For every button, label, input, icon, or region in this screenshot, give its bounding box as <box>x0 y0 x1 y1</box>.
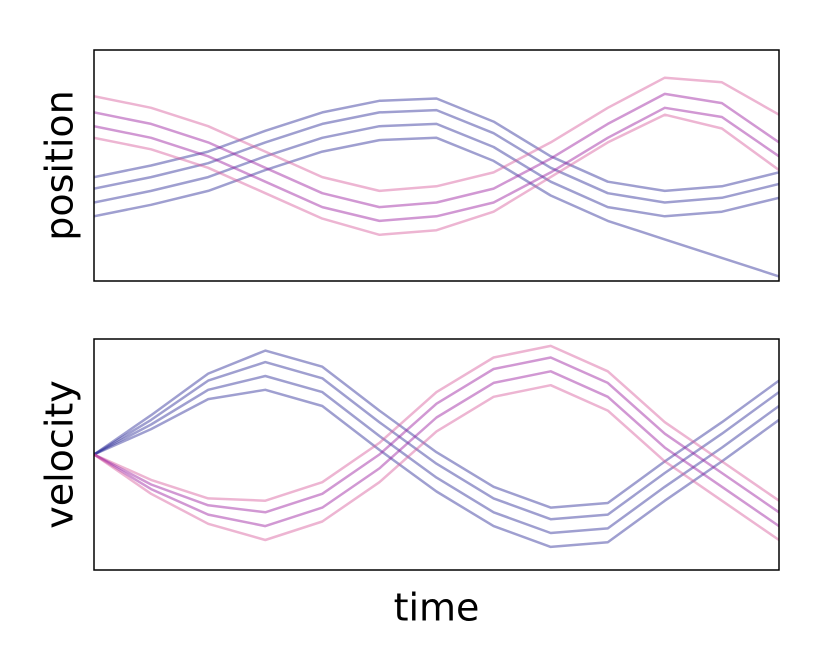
y-axis-label: position <box>38 90 82 241</box>
trace <box>94 383 779 542</box>
trace <box>94 136 779 278</box>
axes-frame <box>93 49 780 282</box>
trace <box>94 106 779 223</box>
trace <box>94 92 779 209</box>
plot-area <box>94 76 779 278</box>
trace <box>94 356 779 514</box>
trace <box>94 113 779 237</box>
trace <box>94 97 779 193</box>
x-axis-label: time <box>394 586 480 630</box>
trace <box>94 108 779 204</box>
trace <box>94 344 779 502</box>
y-axis-label: velocity <box>38 380 82 529</box>
trace <box>94 349 779 509</box>
axes-frame <box>93 338 780 571</box>
trace <box>94 360 779 521</box>
trace <box>94 370 779 528</box>
trace <box>94 122 779 218</box>
trace <box>94 374 779 535</box>
trace <box>94 388 779 549</box>
trace <box>94 76 779 193</box>
plot-area <box>94 344 779 549</box>
